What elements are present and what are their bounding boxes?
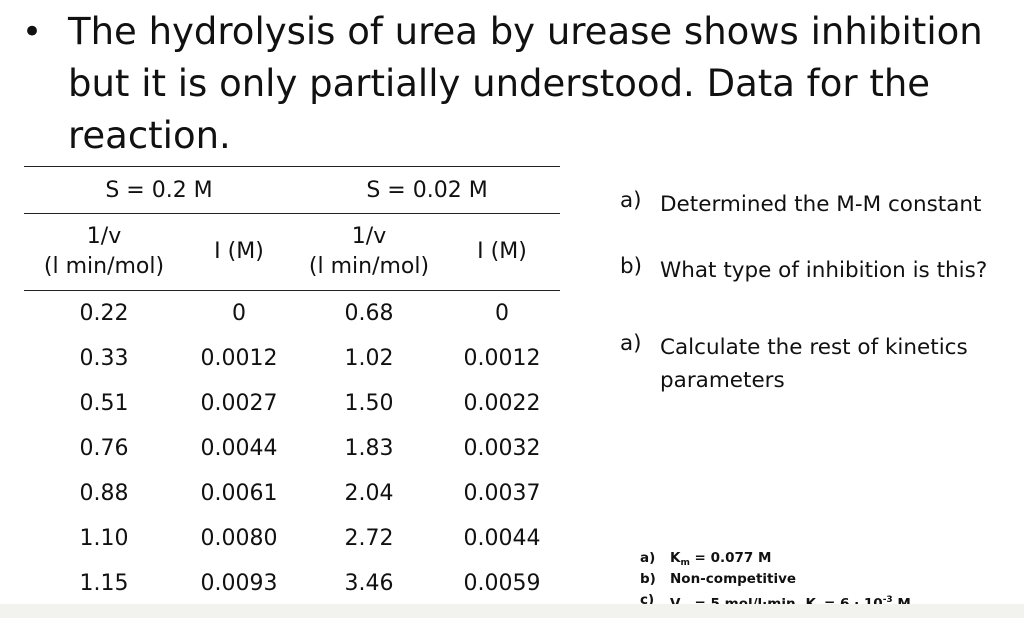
table-group-header-row: S = 0.2 M S = 0.02 M: [24, 166, 560, 214]
answer-subscript: m: [680, 558, 690, 568]
table-row: 0.51 0.0027 1.50 0.0022: [24, 381, 560, 426]
table-cell: 0.33: [79, 346, 129, 371]
column-header-unit: (l min/mol): [43, 254, 165, 279]
table-column-header-row: 1/v (l min/mol) I (M) 1/v (l min/mol) I (M…: [24, 213, 560, 291]
question-letter: a): [620, 331, 642, 356]
table-cell: 0.0093: [184, 561, 294, 607]
table-cell: 0.0022: [463, 391, 541, 416]
table-cell: 0.0080: [200, 526, 278, 551]
table-cell: 0.0012: [463, 346, 541, 371]
slide-headline: The hydrolysis of urea by urease shows i…: [68, 10, 983, 157]
table-cell: 0: [232, 301, 246, 326]
answer-value: = 0.077 M: [689, 550, 772, 566]
question-text: Calculate the rest of kinetics parameter…: [660, 335, 968, 393]
bullet-point: •: [22, 12, 43, 52]
question-letter: a): [620, 188, 642, 213]
table-row: 0.88 0.0061 2.04 0.0037: [24, 471, 560, 516]
table-cell: 0.0027: [200, 391, 278, 416]
table-cell: 1.02: [344, 346, 394, 371]
table-cell: 0: [495, 301, 509, 326]
slide-bottom-band: [0, 604, 1024, 618]
table-cell: 0.0012: [200, 346, 278, 371]
table-cell: 1.15: [24, 561, 184, 607]
answer-symbol: K: [670, 550, 681, 566]
answer-item: a) Km = 0.077 M: [640, 548, 1020, 569]
column-header-inverse-velocity: 1/v (l min/mol): [294, 213, 444, 291]
table-cell: 0.88: [79, 481, 129, 506]
table-cell: 2.04: [344, 481, 394, 506]
table-cell: 1.10: [79, 526, 129, 551]
table-cell: 0.0032: [463, 436, 541, 461]
column-header-label: 1/v: [351, 224, 387, 249]
column-header-label: 1/v: [86, 224, 122, 249]
table-cell: 0.51: [79, 391, 129, 416]
answers-block: a) Km = 0.077 M b) Non-competitive c) Vm…: [640, 548, 1020, 614]
table-cell: 0.0061: [200, 481, 278, 506]
table-cell: 2.72: [344, 526, 394, 551]
column-header-inhibitor: I (M): [444, 213, 560, 291]
question-text: What type of inhibition is this?: [660, 258, 988, 283]
group-header-s-0-02: S = 0.02 M: [294, 166, 560, 214]
table-cell: 0.76: [79, 436, 129, 461]
table-cell: 1.83: [344, 436, 394, 461]
question-text: Determined the M-M constant: [660, 192, 982, 217]
column-header-inhibitor: I (M): [184, 213, 294, 291]
table-cell: 0.22: [79, 301, 129, 326]
answer-text: Km = 0.077 M: [670, 548, 771, 574]
table-cell: 0.0044: [463, 526, 541, 551]
column-header-inverse-velocity: 1/v (l min/mol): [24, 213, 184, 291]
table-row: 0.76 0.0044 1.83 0.0032: [24, 426, 560, 471]
answer-exponent: -3: [882, 595, 893, 605]
table-cell: 3.46: [294, 561, 444, 607]
column-header-unit: (l min/mol): [308, 254, 430, 279]
question-letter: b): [620, 254, 643, 279]
answer-text: Non-competitive: [670, 571, 797, 587]
table-cell: 0.0044: [200, 436, 278, 461]
table-cell: 0.0059: [444, 561, 560, 607]
table-cell: 0.0037: [463, 481, 541, 506]
table-cell: 0.68: [344, 301, 394, 326]
table-cell: 1.50: [344, 391, 394, 416]
table-row: 1.15 0.0093 3.46 0.0059: [24, 561, 560, 607]
answer-letter: b): [640, 571, 656, 587]
kinetics-data-table: S = 0.2 M S = 0.02 M 1/v (l min/mol) I (M…: [24, 166, 560, 607]
table-row: 0.22 0 0.68 0: [24, 291, 560, 337]
answer-letter: a): [640, 550, 656, 566]
table-row: 0.33 0.0012 1.02 0.0012: [24, 336, 560, 381]
table-row: 1.10 0.0080 2.72 0.0044: [24, 516, 560, 561]
group-header-s-0-2: S = 0.2 M: [24, 166, 294, 214]
answer-item: b) Non-competitive: [640, 569, 1020, 590]
